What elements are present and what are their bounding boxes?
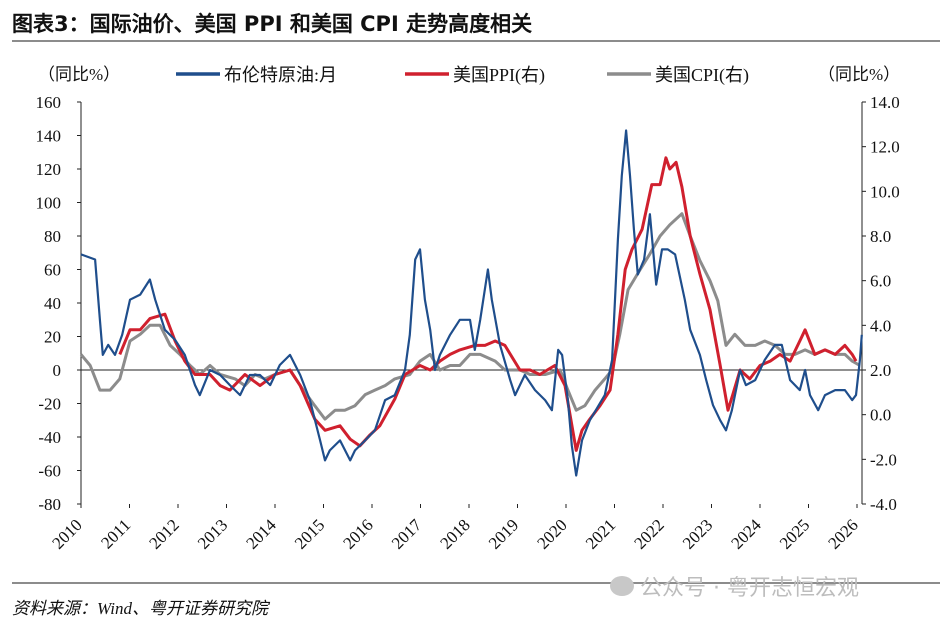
x-tick-label: 2017 bbox=[388, 515, 426, 553]
x-tick-label: 2023 bbox=[679, 515, 716, 552]
left-tick-label: -60 bbox=[38, 462, 61, 481]
footer-divider bbox=[12, 582, 940, 584]
x-tick-label: 2020 bbox=[533, 515, 570, 552]
right-tick-label: 14.0 bbox=[870, 93, 900, 112]
x-tick-label: 2018 bbox=[436, 515, 473, 552]
x-tick-label: 2022 bbox=[630, 515, 667, 552]
series-line-cpi bbox=[79, 212, 861, 421]
x-tick-label: 2026 bbox=[824, 515, 861, 552]
watermark: 公众号 · 粤开志恒宏观 bbox=[610, 570, 859, 602]
watermark-text: 公众号 · 粤开志恒宏观 bbox=[640, 576, 859, 601]
x-tick-label: 2025 bbox=[776, 515, 813, 552]
right-tick-label: 8.0 bbox=[870, 227, 891, 246]
left-tick-label: 120 bbox=[36, 160, 62, 179]
left-tick-label: 20 bbox=[44, 328, 61, 347]
right-tick-label: 0.0 bbox=[870, 406, 891, 425]
series-line-brent bbox=[80, 129, 863, 477]
x-tick-label: 2012 bbox=[145, 515, 182, 552]
source-note: 资料来源：Wind、粤开证券研究院 bbox=[12, 599, 268, 618]
right-tick-label: -2.0 bbox=[870, 450, 897, 469]
x-tick-label: 2011 bbox=[97, 515, 134, 552]
left-tick-label: 40 bbox=[44, 294, 61, 313]
x-tick-label: 2024 bbox=[727, 515, 765, 553]
left-tick-label: -40 bbox=[38, 428, 61, 447]
left-tick-label: -80 bbox=[38, 495, 61, 514]
left-tick-label: 0 bbox=[53, 361, 62, 380]
left-axis-label: （同比%） bbox=[38, 65, 120, 84]
x-tick-label: 2010 bbox=[48, 515, 85, 552]
legend-label: 布伦特原油:月 bbox=[224, 65, 337, 85]
right-tick-label: -4.0 bbox=[870, 495, 897, 514]
right-tick-label: 12.0 bbox=[870, 138, 900, 157]
right-tick-label: 6.0 bbox=[870, 272, 891, 291]
wechat-icon bbox=[610, 576, 634, 596]
x-tick-label: 2015 bbox=[291, 515, 328, 552]
right-tick-label: 2.0 bbox=[870, 361, 891, 380]
legend-label: 美国PPI(右) bbox=[453, 65, 545, 86]
x-tick-label: 2014 bbox=[242, 515, 280, 553]
right-tick-label: 4.0 bbox=[870, 316, 891, 335]
x-tick-label: 2019 bbox=[485, 515, 522, 552]
right-axis-label: （同比%） bbox=[818, 65, 900, 84]
x-tick-label: 2016 bbox=[339, 515, 376, 552]
left-tick-label: 140 bbox=[36, 127, 62, 146]
left-tick-label: 60 bbox=[44, 261, 61, 280]
right-tick-label: 10.0 bbox=[870, 182, 900, 201]
legend-label: 美国CPI(右) bbox=[655, 65, 749, 86]
chart: （同比%） （同比%） 布伦特原油:月 美国PPI(右) 美国CPI(右) 160 140… bbox=[36, 65, 901, 553]
series-lines bbox=[79, 129, 863, 477]
left-tick-label: 160 bbox=[36, 93, 62, 112]
x-tick-label: 2013 bbox=[194, 515, 231, 552]
x-tick-label: 2021 bbox=[582, 515, 619, 552]
axes: 160 140 120 100 80 60 40 20 0 -20 -40 -60 -80 14.0 12.… bbox=[36, 93, 900, 553]
title-divider bbox=[12, 40, 940, 42]
left-tick-label: 100 bbox=[36, 194, 62, 213]
legend: （同比%） （同比%） 布伦特原油:月 美国PPI(右) 美国CPI(右) bbox=[38, 65, 900, 86]
left-tick-label: 80 bbox=[44, 227, 61, 246]
series-line-ppi bbox=[118, 156, 858, 452]
left-tick-label: -20 bbox=[38, 395, 61, 414]
chart-title: 图表3：国际油价、美国 PPI 和美国 CPI 走势高度相关 bbox=[12, 12, 533, 36]
